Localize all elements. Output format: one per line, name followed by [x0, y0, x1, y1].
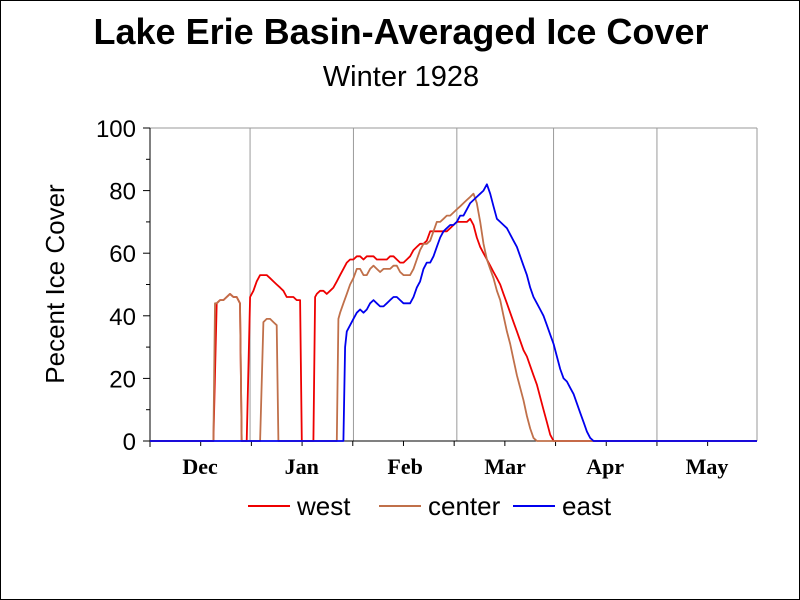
series-line-west: [150, 217, 757, 442]
y-axis-title: Pecent Ice Cover: [40, 184, 70, 384]
y-tick-label: 100: [96, 116, 136, 143]
grid-lines: [249, 128, 658, 441]
legend-label-west: west: [296, 491, 351, 521]
series-line-east: [150, 183, 757, 442]
x-month-label: Dec: [182, 454, 218, 479]
x-month-label: Feb: [387, 454, 422, 479]
y-tick-label: 20: [109, 366, 136, 393]
chart-title: Lake Erie Basin-Averaged Ice Cover: [93, 11, 709, 52]
x-month-label: Apr: [586, 454, 624, 479]
legend-label-center: center: [428, 491, 501, 521]
legend: west center east: [248, 491, 612, 521]
axes: 0 20 40 60 80 100 Dec Jan Feb Mar Apr May: [96, 116, 758, 479]
y-tick-label: 80: [109, 179, 136, 206]
y-tick-label: 60: [109, 241, 136, 268]
chart-subtitle: Winter 1928: [322, 61, 480, 93]
x-month-label: Jan: [285, 454, 319, 479]
y-tick-label: 0: [123, 429, 136, 456]
series-line-center: [150, 192, 757, 442]
y-tick-label: 40: [109, 304, 136, 331]
legend-label-east: east: [562, 491, 612, 521]
series-lines: [150, 183, 757, 442]
x-month-label: Mar: [484, 454, 526, 479]
x-month-label: May: [686, 454, 729, 479]
